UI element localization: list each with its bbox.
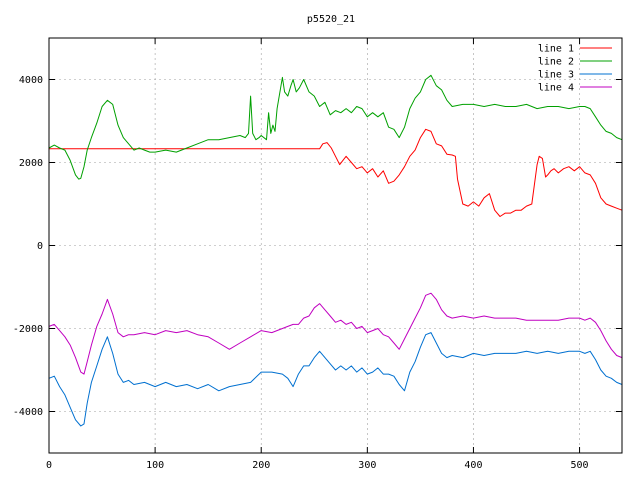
grid (48, 38, 622, 453)
series-line-4 (48, 292, 623, 375)
y-tick-label: 2000 (19, 158, 43, 169)
y-tick-label: 4000 (19, 75, 43, 86)
series-line-2 (48, 74, 623, 180)
series-line-3 (48, 332, 623, 427)
legend: line 1 line 2 line 3 line 4 (538, 44, 612, 94)
series-group (48, 74, 623, 427)
chart-title: p5520_21 (307, 14, 355, 25)
x-tick-label: 0 (46, 460, 52, 471)
y-tick-label: 0 (37, 241, 43, 252)
x-tick-label: 400 (464, 460, 482, 471)
series-line-1 (49, 128, 623, 217)
legend-label-1: line 1 (538, 44, 574, 55)
legend-label-2: line 2 (538, 57, 574, 68)
legend-label-3: line 3 (538, 70, 574, 81)
y-tick-label: -4000 (13, 407, 43, 418)
y-tick-label: -2000 (13, 324, 43, 335)
x-tick-label: 100 (146, 460, 164, 471)
axis-ticks: -4000 -2000 0 2000 4000 0 100 200 300 400 500 (13, 38, 622, 471)
x-tick-label: 200 (252, 460, 270, 471)
x-tick-label: 500 (571, 460, 589, 471)
x-tick-label: 300 (358, 460, 376, 471)
legend-label-4: line 4 (538, 83, 574, 94)
